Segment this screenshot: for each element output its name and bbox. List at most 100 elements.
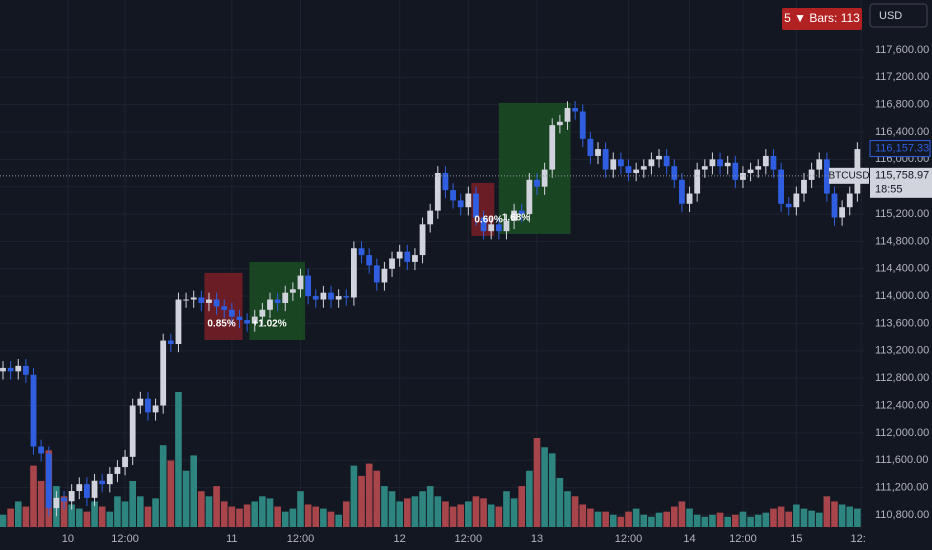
volume-bar [678,501,686,527]
volume-bar [228,506,236,527]
volume-bar [98,506,106,527]
volume-bar [0,514,7,527]
volume-bar [503,491,510,527]
candle-body [396,251,403,259]
volume-bar [403,498,411,527]
volume-bar [686,508,693,527]
volume-bar [732,514,739,527]
volume-bar [739,511,747,527]
candle-body [45,453,52,509]
current-price: 115,758.97 [875,170,929,182]
volume-bar [510,498,518,527]
currency[interactable]: USD [879,10,902,22]
volume-bar [419,491,426,527]
candle-body [183,299,189,301]
volume-bar [243,504,251,527]
volume-bar [426,486,434,527]
volume-bar [213,486,220,527]
candle-body [633,169,640,174]
volume-bar [159,445,167,527]
volume-bar [655,512,663,527]
candle-body [740,173,746,180]
candle-body [495,224,502,232]
volume-bar [701,516,709,527]
volume-bar [7,508,14,527]
y-tick-label: 114,000.00 [875,290,929,302]
candle-body [129,405,136,457]
trade-label: 0.60% [474,215,502,226]
candle-body [465,193,472,208]
volume-bar [136,496,144,527]
candle-body [282,292,289,303]
candle-body [30,374,37,447]
volume-bar [114,496,121,527]
candle-body [53,497,60,509]
y-tick-label: 112,800.00 [875,372,929,384]
y-tick-label: 113,600.00 [875,317,929,329]
volume-bar [396,501,403,527]
volume-bar [335,514,342,527]
candle-body [442,173,449,191]
candle-body [91,480,98,498]
currency-button[interactable] [869,3,928,28]
candle-body [137,398,144,406]
volume-bar [14,501,22,527]
candle-body [785,203,792,208]
candle-body [297,275,304,290]
volume-bar [175,392,182,527]
volume-bar [320,508,327,527]
volume-bar [312,506,320,527]
x-tick-label: 12:00 [729,533,757,545]
volume-bar [754,514,762,527]
candle-body [22,365,29,375]
trade-label: 1.68% [502,213,530,224]
candle-body [793,193,800,208]
candle-body [175,299,182,344]
volume-bar [327,511,335,527]
volume-bar [365,463,373,527]
volume-bar [457,504,465,527]
candle-body [541,169,548,187]
volume-bar [785,511,793,527]
candle-body [679,179,685,204]
y-tick-label: 112,400.00 [875,399,929,411]
bars-badge: 5 ▼ Bars: 113 [784,11,860,25]
candle-body [419,224,426,256]
candle-body [694,169,701,194]
candle-body [671,166,678,180]
volume-bar [259,496,266,527]
volume-bar [777,506,785,527]
volume-bar [533,438,541,527]
x-tick-label: 10 [62,533,74,545]
volume-bar [487,504,495,527]
volume-bar [236,508,243,527]
volume-bar [129,480,136,527]
candle-body [816,159,823,170]
volume-bar [747,516,754,527]
volume-bar [693,514,701,527]
candle-body [488,224,495,232]
candle-body [480,217,487,232]
volume-bar [411,496,419,527]
candle-body [114,467,121,474]
candle-body [587,138,594,156]
candle-body [167,340,174,344]
y-tick-label: 111,600.00 [875,454,928,466]
candle-body [7,367,14,372]
candle-body [99,480,106,485]
candle-body [450,190,456,201]
candle-body [213,299,220,307]
candle-body [244,320,251,324]
candle-body [701,166,708,170]
volume-bar [670,506,678,527]
volume-bar [30,465,37,527]
candle-body [84,484,90,498]
volume-bar [144,506,152,527]
volume-bar [167,460,175,527]
volume-bar [381,486,388,527]
candle-body [412,255,418,262]
candle-body [526,179,533,215]
